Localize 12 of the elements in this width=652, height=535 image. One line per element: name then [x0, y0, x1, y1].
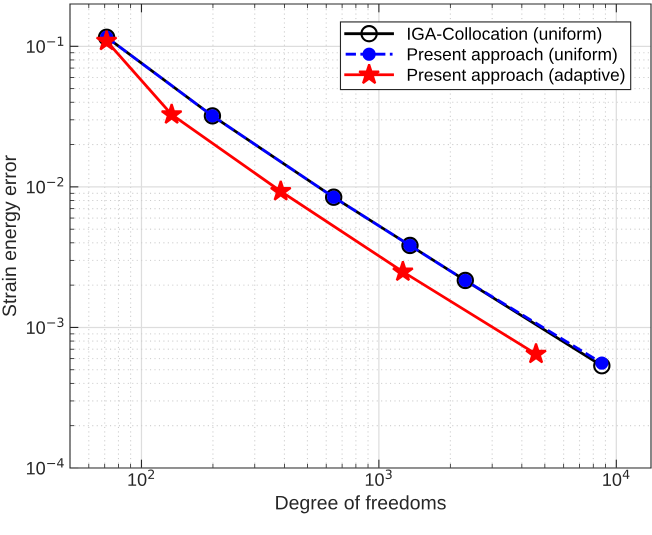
- legend-label: Present approach (uniform): [408, 48, 617, 64]
- y-tick-label: 10$^{−2}$: [26, 176, 64, 194]
- legend-label: Present approach (adaptive): [408, 68, 624, 84]
- x-axis-title: Degree of freedoms: [276, 495, 446, 514]
- y-tick-label: 10$^{−4}$: [26, 458, 64, 475]
- x-tick-label: 10$^{2}$: [128, 470, 154, 486]
- legend-label: IGA-Collocation (uniform): [408, 27, 602, 44]
- y-axis-title: Strain energy error: [2, 155, 20, 316]
- x-tick-label: 10$^{4}$: [603, 470, 630, 486]
- y-tick-label: 10$^{−3}$: [26, 318, 64, 334]
- y-tick-label: 10$^{−1}$: [26, 36, 64, 53]
- x-tick-label: 10$^{3}$: [366, 470, 392, 486]
